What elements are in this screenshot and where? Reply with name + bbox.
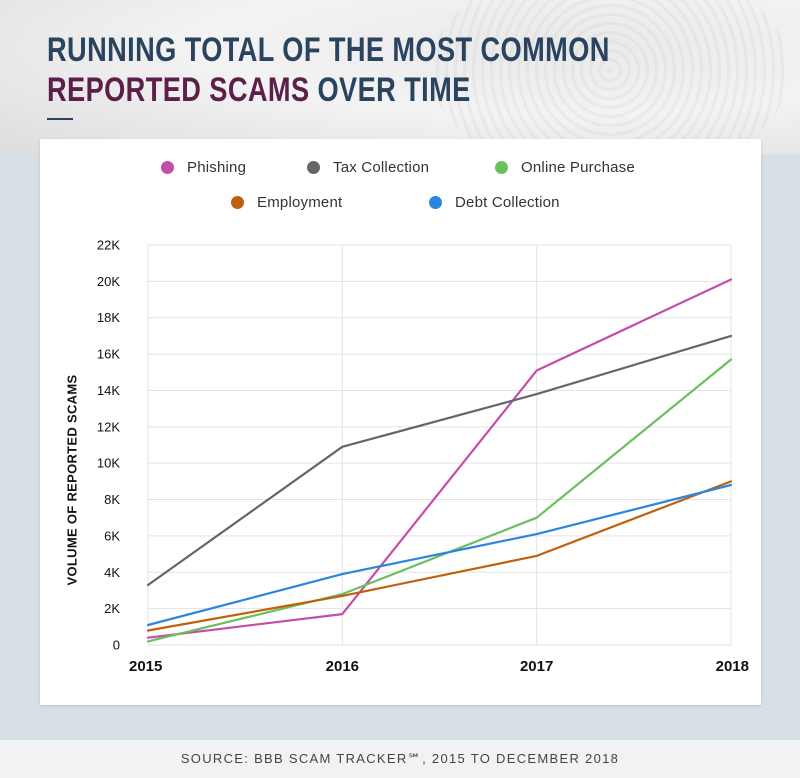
legend-dot-employment [231,196,244,209]
legend-item-online-purchase: Online Purchase [495,159,635,176]
title-rest: OVER TIME [309,71,471,109]
legend-dot-phishing [161,161,174,174]
y-tick-label: 10K [97,456,120,471]
series-line-debt-collection [146,483,733,627]
legend-label-phishing: Phishing [187,159,247,176]
legend-label-online-purchase: Online Purchase [521,159,635,176]
legend-label-employment: Employment [257,194,343,211]
y-tick-label: 14K [97,383,120,398]
legend-dot-tax-collection [307,161,320,174]
y-tick-label: 8K [104,492,120,507]
y-axis-label: VOLUME OF REPORTED SCAMS [64,374,80,586]
x-tick-label: 2018 [716,658,749,675]
x-tick-label: 2017 [520,658,553,675]
series-line-employment [146,480,733,632]
legend-item-debt-collection: Debt Collection [429,194,560,211]
y-tick-label: 12K [97,419,120,434]
x-tick-label: 2015 [129,658,162,675]
legend-label-tax-collection: Tax Collection [333,159,430,176]
y-tick-label: 4K [104,565,120,580]
legend-item-tax-collection: Tax Collection [307,159,429,176]
title-highlight: REPORTED SCAMS [47,71,310,109]
legend-dot-online-purchase [495,161,508,174]
legend-dot-debt-collection [429,196,442,209]
legend-item-employment: Employment [231,194,342,211]
series-line-tax-collection [146,334,733,587]
title-line-1: RUNNING TOTAL OF THE MOST COMMON [47,31,610,69]
y-tick-label: 0 [113,638,120,653]
page-title: RUNNING TOTAL OF THE MOST COMMON REPORTE… [47,30,610,110]
legend-item-phishing: Phishing [161,159,246,176]
x-tick-label: 2016 [326,658,359,675]
y-tick-label: 16K [97,347,120,362]
y-tick-label: 18K [97,310,120,325]
y-tick-label: 6K [104,528,120,543]
title-underline [47,118,73,120]
y-tick-label: 2K [104,601,120,616]
legend-label-debt-collection: Debt Collection [455,194,560,211]
chart-card [40,139,761,705]
header-banner [0,0,800,180]
y-tick-label: 22K [97,238,120,253]
series-line-online-purchase [146,358,733,643]
series-line-phishing [146,278,733,639]
source-footer: SOURCE: BBB SCAM TRACKER℠, 2015 TO DECEM… [0,740,800,778]
y-tick-label: 20K [97,274,120,289]
